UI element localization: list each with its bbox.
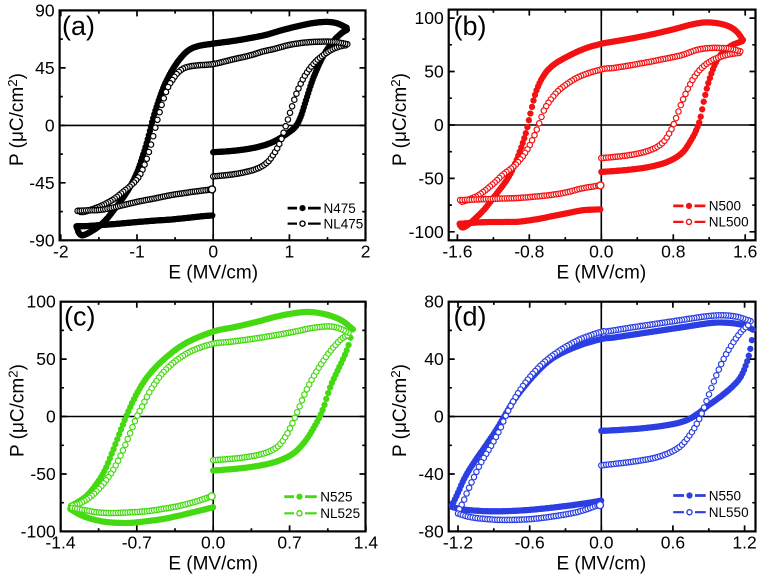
svg-text:E (MV/cm): E (MV/cm) (556, 553, 646, 574)
svg-text:1.4: 1.4 (354, 532, 379, 552)
svg-text:100: 100 (26, 292, 55, 312)
svg-text:50: 50 (424, 62, 444, 82)
svg-text:-100: -100 (409, 222, 444, 242)
svg-text:0: 0 (45, 115, 55, 135)
svg-text:NL525: NL525 (320, 506, 360, 521)
svg-text:-80: -80 (418, 521, 444, 541)
svg-text:NL475: NL475 (324, 216, 364, 231)
svg-text:80: 80 (424, 292, 444, 312)
svg-text:-2: -2 (53, 241, 69, 261)
svg-text:-45: -45 (29, 173, 54, 193)
svg-text:1.2: 1.2 (732, 532, 756, 552)
svg-text:-100: -100 (21, 521, 56, 541)
svg-text:(a): (a) (62, 11, 95, 41)
svg-text:-1.2: -1.2 (443, 532, 473, 552)
svg-text:0.6: 0.6 (661, 532, 685, 552)
svg-text:E (MV/cm): E (MV/cm) (556, 262, 646, 283)
svg-text:1.6: 1.6 (733, 241, 757, 261)
svg-text:0.0: 0.0 (589, 532, 614, 552)
svg-text:(d): (d) (454, 301, 487, 331)
svg-text:NL500: NL500 (709, 215, 749, 230)
svg-text:-40: -40 (418, 464, 444, 484)
svg-text:0.0: 0.0 (201, 532, 226, 552)
svg-text:(b): (b) (454, 11, 487, 41)
svg-text:P (μC/cm2): P (μC/cm2) (388, 73, 411, 166)
svg-text:100: 100 (414, 8, 443, 28)
svg-text:P (μC/cm2): P (μC/cm2) (6, 364, 29, 457)
svg-text:N525: N525 (320, 490, 352, 505)
svg-text:0: 0 (434, 407, 444, 427)
svg-text:50: 50 (36, 349, 56, 369)
svg-text:-0.6: -0.6 (515, 532, 545, 552)
svg-text:N550: N550 (709, 488, 741, 503)
svg-text:2: 2 (361, 241, 371, 261)
svg-text:0: 0 (434, 115, 444, 135)
svg-text:P (μC/cm2): P (μC/cm2) (5, 73, 28, 166)
svg-text:-50: -50 (30, 464, 56, 484)
svg-text:90: 90 (35, 0, 55, 20)
svg-text:-0.8: -0.8 (514, 241, 544, 261)
svg-text:0: 0 (208, 241, 218, 261)
svg-text:-90: -90 (29, 230, 55, 250)
svg-text:-1: -1 (129, 241, 145, 261)
svg-text:-1.6: -1.6 (442, 241, 472, 261)
svg-text:-1.4: -1.4 (45, 532, 75, 552)
svg-text:1: 1 (285, 241, 295, 261)
svg-text:45: 45 (35, 58, 54, 78)
svg-text:-50: -50 (418, 168, 444, 188)
svg-text:P (μC/cm2): P (μC/cm2) (388, 364, 411, 457)
svg-text:NL550: NL550 (709, 505, 749, 520)
svg-text:(c): (c) (64, 301, 95, 331)
svg-text:0.8: 0.8 (661, 241, 685, 261)
svg-text:E (MV/cm): E (MV/cm) (168, 262, 258, 283)
svg-text:0: 0 (46, 407, 56, 427)
svg-text:N475: N475 (324, 201, 356, 216)
svg-text:40: 40 (424, 349, 444, 369)
svg-text:0.7: 0.7 (277, 532, 301, 552)
svg-text:-0.7: -0.7 (122, 532, 152, 552)
svg-text:0.0: 0.0 (589, 241, 614, 261)
svg-text:E (MV/cm): E (MV/cm) (168, 553, 258, 574)
svg-text:N500: N500 (709, 199, 741, 214)
